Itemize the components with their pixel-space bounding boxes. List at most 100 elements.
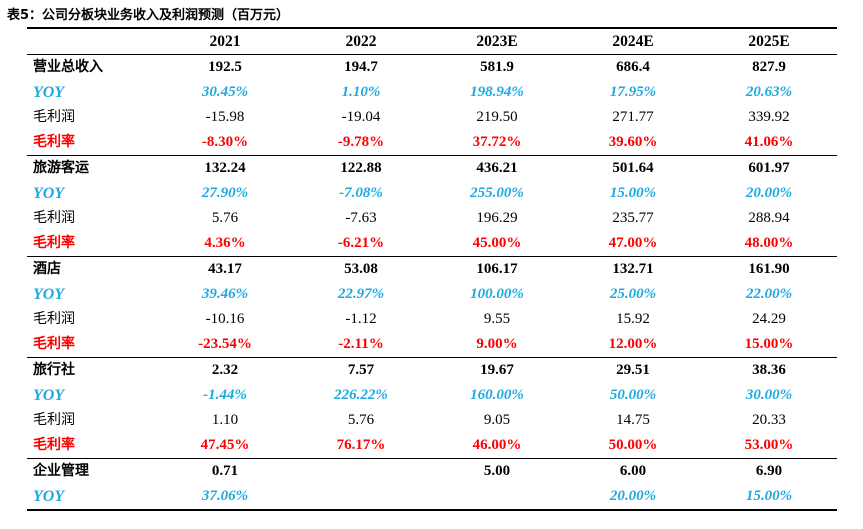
header-row: 2021 2022 2023E 2024E 2025E: [27, 29, 837, 55]
table-cell: 43.17: [208, 261, 242, 277]
table-title: 表5：公司分板块业务收入及利润预测（百万元）: [7, 8, 290, 23]
gross-profit-row: 毛利润 -10.16 -1.12 9.55 15.92 24.29: [27, 307, 837, 332]
table-cell: 46.00%: [429, 433, 565, 459]
table-cell: 100.00%: [470, 286, 524, 302]
row-label: 营业总收入: [33, 59, 103, 75]
gross-margin-row: 毛利率 -8.30% -9.78% 37.72% 39.60% 41.06%: [27, 130, 837, 156]
table-cell: [293, 484, 429, 511]
table-cell: -7.08%: [339, 185, 383, 201]
row-label: 毛利率: [27, 332, 157, 358]
table-cell: 45.00%: [429, 231, 565, 257]
table-cell: -7.63: [345, 210, 377, 226]
gross-margin-row: 毛利率 4.36% -6.21% 45.00% 47.00% 48.00%: [27, 231, 837, 257]
row-label: 毛利润: [33, 210, 75, 226]
table-cell: 14.75: [616, 412, 650, 428]
yoy-row: YOY 30.45% 1.10% 198.94% 17.95% 20.63%: [27, 80, 837, 105]
table-cell: 161.90: [748, 261, 790, 277]
table-cell: 6.90: [755, 463, 783, 479]
row-label: 旅行社: [33, 362, 75, 378]
table-cell: 0.71: [211, 463, 239, 479]
revenue-row: 酒店 43.17 53.08 106.17 132.71 161.90: [27, 257, 837, 283]
table-cell: 39.46%: [201, 286, 249, 302]
column-header: [27, 29, 157, 55]
table-cell: 132.24: [204, 160, 246, 176]
table-cell: 9.55: [483, 311, 511, 327]
row-label: YOY: [33, 286, 65, 303]
table-cell: 20.00%: [745, 185, 793, 201]
row-label: 毛利率: [27, 433, 157, 459]
financial-table: 2021 2022 2023E 2024E 2025E 营业总收入 192.5 19…: [27, 29, 837, 511]
table-cell: -15.98: [205, 109, 245, 125]
table-cell: 601.97: [748, 160, 790, 176]
table-cell: 1.10%: [341, 84, 381, 100]
yoy-row: YOY 27.90% -7.08% 255.00% 15.00% 20.00%: [27, 181, 837, 206]
table-cell: [429, 484, 565, 511]
table-cell: 29.51: [616, 362, 650, 378]
table-body: 营业总收入 192.5 194.7 581.9 686.4 827.9 YOY 30.45% 1…: [27, 55, 837, 511]
table-cell: 30.00%: [745, 387, 793, 403]
table-cell: 501.64: [612, 160, 654, 176]
table-cell: [293, 459, 429, 485]
table-cell: -23.54%: [157, 332, 293, 358]
table-cell: 581.9: [480, 59, 514, 75]
table-cell: 436.21: [476, 160, 518, 176]
row-label: YOY: [33, 387, 65, 404]
table-cell: -19.04: [341, 109, 381, 125]
table-cell: 30.45%: [201, 84, 249, 100]
table-cell: 38.36: [752, 362, 786, 378]
table-cell: 2.32: [211, 362, 239, 378]
table-cell: 76.17%: [293, 433, 429, 459]
table-cell: 15.00%: [701, 484, 837, 511]
yoy-row: YOY -1.44% 226.22% 160.00% 50.00% 30.00%: [27, 383, 837, 408]
table-cell: 255.00%: [470, 185, 524, 201]
table-cell: 15.00%: [609, 185, 657, 201]
column-header: 2025E: [701, 29, 837, 55]
gross-margin-row: 毛利率 -23.54% -2.11% 9.00% 12.00% 15.00%: [27, 332, 837, 358]
gross-profit-row: 毛利润 -15.98 -19.04 219.50 271.77 339.92: [27, 105, 837, 130]
table-cell: 22.00%: [745, 286, 793, 302]
table-cell: 15.00%: [701, 332, 837, 358]
table-cell: 50.00%: [565, 433, 701, 459]
table-cell: 37.06%: [157, 484, 293, 511]
table-cell: 6.00: [619, 463, 647, 479]
table-cell: 4.36%: [157, 231, 293, 257]
table-cell: 5.00: [483, 463, 511, 479]
table-cell: -9.78%: [293, 130, 429, 156]
table-cell: -1.12: [345, 311, 377, 327]
table-cell: 39.60%: [565, 130, 701, 156]
table-cell: 15.92: [616, 311, 650, 327]
table-cell: 20.63%: [745, 84, 793, 100]
column-header: 2023E: [429, 29, 565, 55]
table-cell: 9.00%: [429, 332, 565, 358]
table-cell: 53.08: [344, 261, 378, 277]
row-label: YOY: [33, 185, 65, 202]
table-cell: 22.97%: [337, 286, 385, 302]
table-cell: 19.67: [480, 362, 514, 378]
row-label: 毛利润: [33, 311, 75, 327]
table-cell: 132.71: [612, 261, 654, 277]
table-cell: 25.00%: [609, 286, 657, 302]
column-header: 2024E: [565, 29, 701, 55]
row-label: 毛利润: [33, 412, 75, 428]
table-cell: 339.92: [748, 109, 790, 125]
gross-profit-row: 毛利润 5.76 -7.63 196.29 235.77 288.94: [27, 206, 837, 231]
table-cell: 20.33: [752, 412, 786, 428]
table-cell: 37.72%: [429, 130, 565, 156]
table-cell: 235.77: [612, 210, 654, 226]
table-cell: 198.94%: [470, 84, 524, 100]
table-cell: -10.16: [205, 311, 245, 327]
table-cell: -2.11%: [293, 332, 429, 358]
row-label: 企业管理: [33, 463, 89, 479]
row-label: YOY: [27, 484, 157, 511]
table-cell: 50.00%: [609, 387, 657, 403]
row-label: 毛利率: [27, 231, 157, 257]
table-cell: -6.21%: [293, 231, 429, 257]
table-cell: 41.06%: [701, 130, 837, 156]
row-label: 酒店: [33, 261, 61, 277]
table-cell: 122.88: [340, 160, 382, 176]
revenue-row: 企业管理 0.71 5.00 6.00 6.90: [27, 459, 837, 485]
table-cell: 9.05: [483, 412, 511, 428]
table-cell: 1.10: [211, 412, 239, 428]
table-cell: 192.5: [208, 59, 242, 75]
table-cell: 24.29: [752, 311, 786, 327]
